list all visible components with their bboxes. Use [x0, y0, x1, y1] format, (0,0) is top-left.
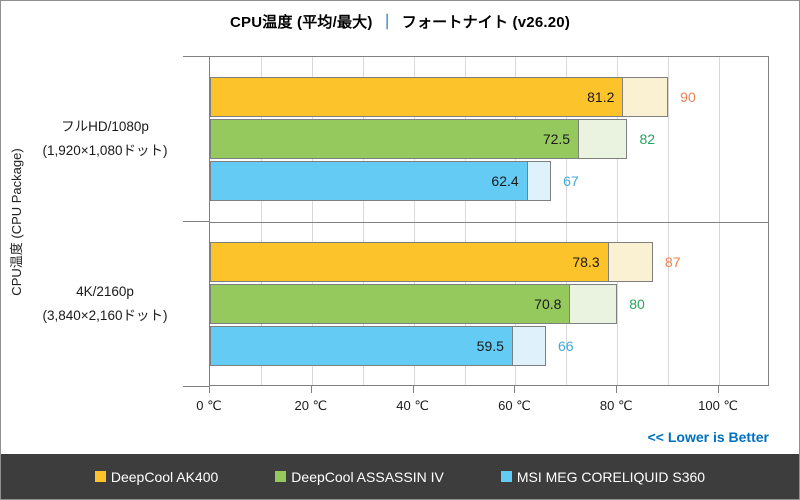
x-axis-tick-label: 40 ℃ — [396, 398, 429, 413]
category-label: 4K/2160p (3,840×2,160ドット) — [9, 221, 201, 386]
category-axis-tick — [183, 56, 209, 57]
bar-avg-msi-meg-coreliquid-s360 — [210, 326, 513, 366]
x-axis-tick — [514, 386, 516, 393]
x-axis-tick — [310, 386, 312, 393]
max-value-label: 80 — [629, 296, 645, 312]
x-axis-tick-label: 100 ℃ — [698, 398, 739, 413]
gridline — [668, 57, 670, 385]
x-axis-tick-label: 0 ℃ — [196, 398, 222, 413]
avg-value-label: 72.5 — [542, 131, 571, 147]
gridline — [566, 57, 568, 385]
legend-label: DeepCool ASSASSIN IV — [291, 468, 444, 485]
bar-avg-msi-meg-coreliquid-s360 — [210, 161, 528, 201]
x-axis-tick-label: 80 ℃ — [599, 398, 633, 413]
avg-value-label: 70.8 — [534, 296, 562, 312]
legend-item: MSI MEG CORELIQUID S360 — [500, 468, 706, 485]
x-axis-tick-label: 60 ℃ — [498, 398, 531, 413]
bar-avg-deepcool-ak400 — [210, 77, 624, 117]
gridline — [413, 57, 415, 385]
category-label-main: 4K/2160p — [76, 283, 134, 299]
title-separator: ｜ — [379, 14, 395, 31]
x-axis-tick — [412, 386, 414, 393]
category-axis-tick — [183, 386, 209, 387]
legend-label: MSI MEG CORELIQUID S360 — [516, 468, 706, 485]
bar-max-deepcool-ak400 — [622, 77, 669, 117]
category-label-sub: (3,840×2,160ドット) — [42, 307, 168, 323]
gridline — [719, 57, 721, 385]
bar-max-msi-meg-coreliquid-s360 — [511, 326, 546, 366]
bar-max-deepcool-assassin-iv — [578, 119, 628, 159]
x-axis-tick — [718, 386, 720, 393]
category-separator-line — [210, 222, 768, 223]
bar-avg-deepcool-assassin-iv — [210, 119, 580, 159]
max-value-label: 90 — [680, 89, 696, 105]
legend-swatch — [275, 471, 287, 482]
category-axis-tick — [183, 221, 209, 222]
gridline — [311, 57, 313, 385]
legend-item: DeepCool AK400 — [94, 468, 219, 485]
category-label: フルHD/1080p (1,920×1,080ドット) — [9, 56, 201, 221]
plot-area: 81.2 90 72.5 82 62.4 67 78.3 87 70.8 80 59.5 66 — [209, 56, 769, 386]
x-axis-tick — [616, 386, 618, 393]
bar-max-msi-meg-coreliquid-s360 — [526, 161, 552, 201]
chart-title-metric: CPU温度 (平均/最大) — [229, 14, 373, 31]
legend-label: DeepCool AK400 — [110, 468, 219, 485]
category-label-main: フルHD/1080p — [61, 118, 149, 134]
category-label-sub: (1,920×1,080ドット) — [42, 142, 168, 158]
lower-is-better-note: << Lower is Better — [647, 429, 769, 445]
gridline — [515, 57, 517, 385]
avg-value-label: 81.2 — [587, 89, 615, 105]
max-value-label: 82 — [639, 131, 656, 147]
chart-title-game: フォートナイト (v26.20) — [401, 14, 571, 31]
avg-value-label: 59.5 — [476, 338, 504, 354]
bar-max-deepcool-ak400 — [607, 242, 653, 282]
bar-max-deepcool-assassin-iv — [569, 284, 618, 324]
avg-value-label: 78.3 — [572, 254, 600, 270]
avg-value-label: 62.4 — [491, 173, 519, 189]
max-value-label: 66 — [558, 338, 574, 354]
legend-bar: DeepCool AK400 DeepCool ASSASSIN IV MSI ME… — [1, 454, 799, 499]
gridline — [260, 57, 262, 385]
gridline — [464, 57, 466, 385]
legend-swatch — [94, 471, 106, 482]
gridline — [362, 57, 364, 385]
gridline — [617, 57, 619, 385]
x-axis-tick — [209, 386, 210, 393]
bar-avg-deepcool-ak400 — [210, 242, 609, 282]
chart-title: CPU温度 (平均/最大) ｜ フォートナイト (v26.20) — [1, 11, 799, 32]
max-value-label: 87 — [664, 254, 681, 270]
bar-avg-deepcool-assassin-iv — [210, 284, 571, 324]
x-axis-tick-label: 20 ℃ — [294, 398, 328, 413]
max-value-label: 67 — [563, 173, 579, 189]
legend-swatch — [500, 471, 512, 482]
legend-item: DeepCool ASSASSIN IV — [275, 469, 444, 485]
